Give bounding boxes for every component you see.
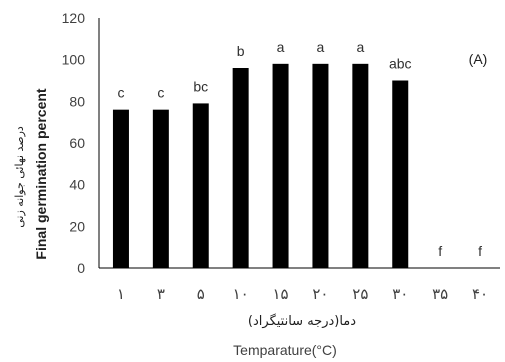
bar [272,63,289,269]
significance-label: f [438,243,442,259]
significance-label: c [117,85,124,101]
y-tick-label: 80 [69,93,85,109]
bar [312,63,329,269]
y-axis-label-english: Final germination percent [33,88,49,259]
x-tick-label: ۱۰ [233,285,249,303]
significance-labels: c c bc b a a a abc f f [117,39,482,259]
significance-label: b [237,43,245,59]
x-tick-label: ۲۵ [352,285,368,303]
y-tick-label: 100 [62,52,86,68]
bar [192,103,209,269]
significance-label: abc [389,56,412,72]
bar [232,68,249,268]
y-tick-label: 120 [62,10,86,26]
y-tick-label: 0 [77,260,85,276]
significance-label: c [157,85,164,101]
significance-label: f [478,243,482,259]
significance-label: a [356,39,364,55]
x-tick-label: ۳۵ [432,285,448,303]
x-tick-labels: ۱ ۳ ۵ ۱۰ ۱۵ ۲۰ ۲۵ ۳۰ ۳۵ ۴۰ [117,285,488,303]
x-tick-label: ۴۰ [472,285,488,303]
bars [112,63,409,269]
bar [352,63,369,269]
y-tick-label: 40 [69,177,85,193]
x-tick-label: ۵ [197,285,205,303]
x-tick-label: ۲۰ [312,285,328,303]
bar [392,80,409,268]
panel-label: (A) [469,51,488,67]
x-axis-label-persian: دما(درجه سانتیگراد) [248,313,356,329]
x-tick-label: ۳ [157,285,165,303]
bar [112,109,129,269]
y-axis-label-persian: درصد نهائی جوانه زنی [13,126,26,228]
y-tick-label: 20 [69,218,85,234]
significance-label: bc [193,78,208,94]
x-tick-label: ۱۵ [272,285,288,303]
significance-label: a [277,39,285,55]
x-axis-label-english: Temparature(°C) [233,342,337,358]
bar [152,109,169,269]
y-tick-label: 60 [69,135,85,151]
significance-label: a [317,39,325,55]
x-tick-label: ۱ [117,285,125,303]
y-tick-labels: 0 20 40 60 80 100 120 [62,10,86,276]
x-tick-label: ۳۰ [392,285,408,303]
